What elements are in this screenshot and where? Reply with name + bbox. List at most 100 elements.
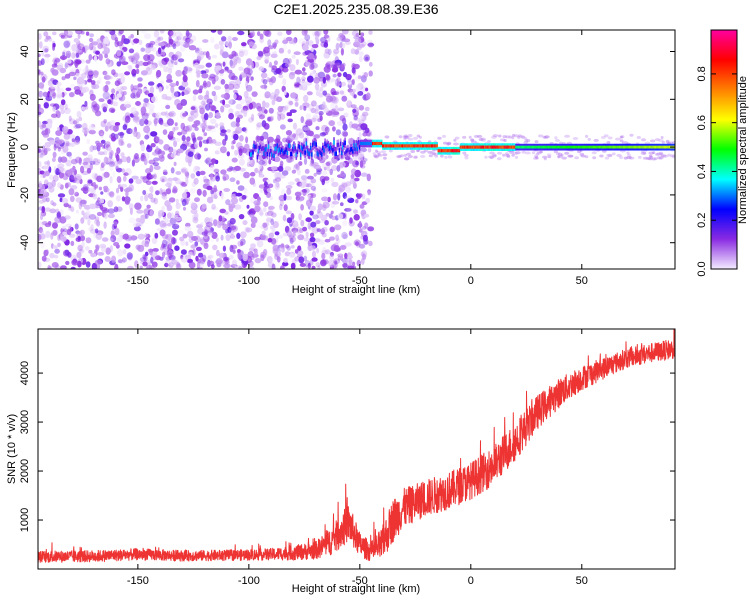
noise-point [161, 50, 166, 56]
noise-point [263, 30, 270, 36]
noise-point [170, 212, 174, 220]
noise-point [139, 265, 143, 269]
noise-point [38, 41, 43, 49]
band-cell [528, 145, 531, 149]
noise-point [182, 112, 187, 117]
noise-point [205, 157, 212, 165]
noise-point [163, 57, 170, 62]
y-tick-label: 40 [19, 45, 31, 57]
noise-point [49, 103, 57, 107]
noise-point [191, 181, 197, 188]
noise-point [336, 76, 341, 82]
noise-point [272, 51, 278, 57]
noise-point [228, 41, 233, 49]
noise-point [418, 135, 422, 139]
band-cell [461, 145, 464, 149]
band-cell [484, 145, 486, 149]
band-cell [576, 145, 578, 149]
noise-point [155, 146, 159, 152]
noise-point [274, 88, 280, 96]
band-cell [430, 144, 433, 148]
noise-point [327, 196, 331, 203]
noise-point [238, 66, 244, 71]
noise-point [128, 55, 136, 62]
band-cell [453, 149, 455, 153]
noise-point [175, 69, 183, 77]
noise-point [104, 256, 111, 262]
snr-marks [38, 329, 675, 563]
noise-point [286, 245, 291, 251]
noise-point [478, 138, 484, 141]
noise-point [73, 38, 80, 43]
noise-point [188, 45, 197, 51]
noise-point [162, 223, 168, 227]
noise-point [182, 233, 188, 239]
noise-point [316, 247, 320, 254]
noise-point [345, 73, 352, 81]
band-cell [288, 143, 291, 148]
noise-point [230, 121, 238, 128]
noise-point [62, 228, 68, 232]
noise-point [360, 251, 365, 257]
noise-point [318, 110, 324, 116]
noise-point [344, 252, 348, 259]
noise-point [243, 171, 250, 179]
noise-point [152, 261, 158, 268]
noise-point [636, 136, 641, 139]
noise-point [599, 154, 604, 158]
noise-point [260, 254, 265, 262]
band-cell [469, 145, 472, 149]
noise-point [359, 204, 365, 209]
noise-point [109, 164, 114, 172]
noise-point [333, 245, 340, 252]
noise-point [342, 123, 348, 131]
noise-point [285, 130, 293, 136]
noise-point [342, 233, 348, 240]
noise-point [300, 116, 305, 124]
noise-point [296, 181, 302, 188]
noise-point [158, 60, 166, 68]
band-cell [299, 152, 302, 157]
band-cell [373, 141, 375, 146]
noise-point [355, 199, 359, 204]
noise-point [117, 89, 123, 93]
noise-point [344, 242, 352, 247]
noise-point [77, 235, 81, 241]
noise-point [213, 194, 218, 199]
noise-point [108, 146, 112, 152]
snr-series-line [38, 329, 675, 563]
noise-point [235, 192, 243, 197]
noise-point [59, 103, 65, 111]
noise-point [321, 188, 328, 193]
band-cell [554, 145, 556, 149]
noise-point [403, 153, 408, 157]
noise-point [172, 186, 178, 192]
snr-x-ticks: -150 -100 -50 0 50 [127, 329, 588, 587]
noise-point [332, 126, 336, 132]
noise-point [336, 237, 341, 244]
noise-point [82, 122, 88, 130]
noise-point [149, 40, 156, 46]
noise-point [259, 37, 264, 44]
band-cell [500, 145, 503, 149]
noise-point [198, 140, 203, 148]
noise-point [143, 233, 149, 238]
noise-point [144, 251, 149, 257]
noise-point [651, 157, 656, 161]
band-cell [403, 144, 405, 148]
noise-point [82, 127, 90, 134]
noise-point [168, 252, 172, 259]
noise-point [68, 152, 73, 160]
noise-point [333, 258, 341, 265]
noise-point [653, 157, 658, 161]
noise-point [38, 90, 43, 98]
noise-point [163, 144, 170, 151]
noise-point [537, 134, 544, 138]
noise-point [310, 221, 317, 228]
noise-point [137, 88, 143, 95]
noise-point [174, 61, 178, 66]
noise-point [357, 75, 362, 80]
noise-point [336, 81, 340, 87]
noise-point [86, 178, 93, 186]
noise-point [325, 161, 331, 166]
